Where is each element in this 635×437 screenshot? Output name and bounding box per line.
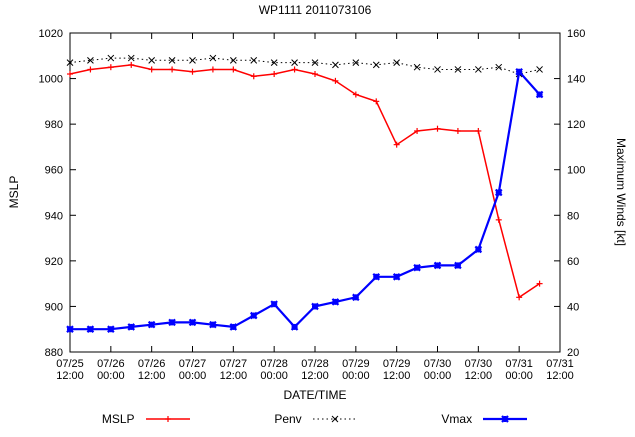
svg-text:160: 160 — [567, 28, 585, 40]
svg-text:07/26: 07/26 — [138, 358, 166, 370]
svg-text:12:00: 12:00 — [56, 370, 84, 382]
legend-sample-penv — [312, 415, 357, 423]
svg-text:1000: 1000 — [39, 74, 63, 86]
svg-text:07/30: 07/30 — [424, 358, 452, 370]
svg-text:07/30: 07/30 — [465, 358, 493, 370]
svg-text:07/29: 07/29 — [342, 358, 370, 370]
svg-text:60: 60 — [567, 256, 579, 268]
svg-text:1020: 1020 — [39, 28, 63, 40]
svg-text:900: 900 — [45, 301, 63, 313]
svg-text:12:00: 12:00 — [301, 370, 329, 382]
svg-text:07/27: 07/27 — [220, 358, 248, 370]
svg-text:00:00: 00:00 — [505, 370, 533, 382]
svg-text:12:00: 12:00 — [546, 370, 574, 382]
svg-text:80: 80 — [567, 210, 579, 222]
legend-entry-vmax: Vmax — [441, 412, 528, 426]
legend-label-vmax: Vmax — [441, 412, 473, 426]
svg-text:00:00: 00:00 — [97, 370, 125, 382]
svg-text:12:00: 12:00 — [138, 370, 166, 382]
x-axis-label: DATE/TIME — [283, 388, 347, 402]
legend-sample-mslp — [145, 416, 190, 422]
svg-text:07/27: 07/27 — [179, 358, 207, 370]
svg-text:920: 920 — [45, 256, 63, 268]
legend-entry-penv: Penv — [274, 412, 357, 426]
svg-text:07/28: 07/28 — [301, 358, 329, 370]
legend-sample-vmax — [483, 415, 528, 423]
legend: MSLP Penv Vmax — [60, 412, 570, 426]
svg-text:12:00: 12:00 — [383, 370, 411, 382]
legend-label-mslp: MSLP — [101, 412, 135, 426]
legend-label-penv: Penv — [274, 412, 302, 426]
svg-text:00:00: 00:00 — [260, 370, 288, 382]
chart-title: WP1111 2011073106 — [258, 3, 372, 17]
svg-text:00:00: 00:00 — [179, 370, 207, 382]
svg-text:880: 880 — [45, 347, 63, 359]
legend-entry-mslp: MSLP — [102, 412, 191, 426]
svg-text:100: 100 — [567, 165, 585, 177]
svg-text:40: 40 — [567, 301, 579, 313]
svg-text:07/29: 07/29 — [383, 358, 411, 370]
svg-text:140: 140 — [567, 74, 585, 86]
svg-text:120: 120 — [567, 119, 585, 131]
svg-text:07/31: 07/31 — [546, 358, 574, 370]
svg-text:07/26: 07/26 — [97, 358, 125, 370]
svg-text:07/31: 07/31 — [505, 358, 533, 370]
svg-text:940: 940 — [45, 210, 63, 222]
svg-text:07/25: 07/25 — [56, 358, 84, 370]
svg-text:00:00: 00:00 — [342, 370, 370, 382]
svg-text:980: 980 — [45, 119, 63, 131]
svg-text:12:00: 12:00 — [220, 370, 248, 382]
svg-text:00:00: 00:00 — [424, 370, 452, 382]
svg-text:960: 960 — [45, 165, 63, 177]
svg-text:07/28: 07/28 — [260, 358, 288, 370]
svg-text:20: 20 — [567, 347, 579, 359]
svg-text:12:00: 12:00 — [465, 370, 493, 382]
